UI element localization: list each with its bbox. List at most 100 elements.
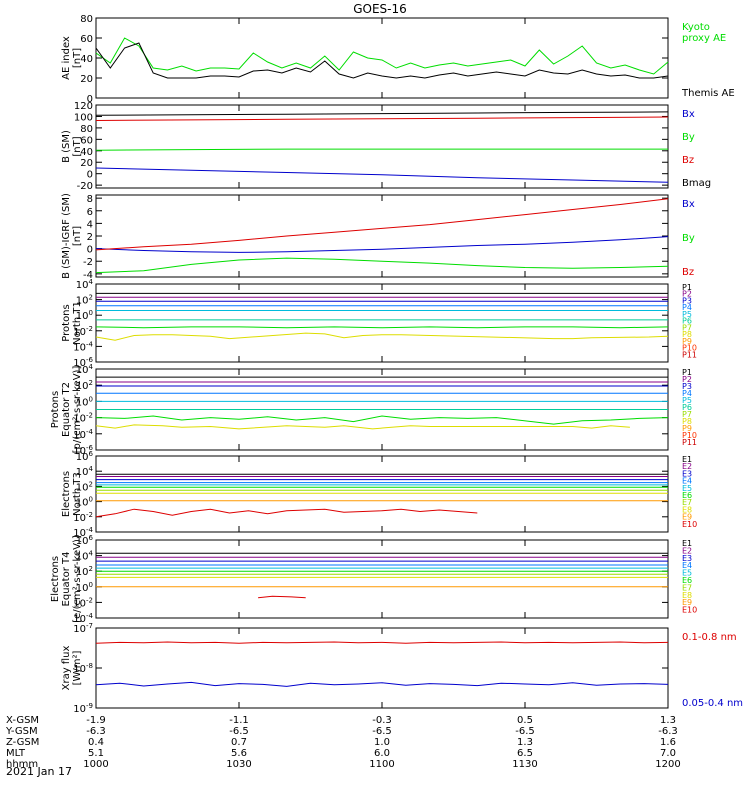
y-tick-label: 0 — [87, 170, 93, 181]
y-tick-label: 0 — [87, 245, 93, 256]
legend-entry: E6 — [682, 576, 692, 585]
orbit-row-label: Z-GSM — [6, 737, 39, 748]
y-tick-label: 60 — [80, 34, 93, 45]
plot-frame — [95, 455, 669, 533]
legend-entry: P11 — [682, 350, 697, 359]
y-axis-label: ElectronsEquator T4[e/(cm²-s-sr-keV)] — [50, 535, 83, 623]
legend-entry: Kyoto proxy AE — [682, 22, 726, 44]
orbit-row-value: 6.5 — [517, 748, 533, 759]
y-axis-label: Xray flux[W/m²] — [61, 646, 83, 691]
orbit-row-value: 1.0 — [374, 737, 390, 748]
series-line — [95, 37, 669, 75]
orbit-row-value: 1100 — [369, 759, 394, 770]
orbit-row-label: MLT — [6, 748, 26, 759]
legend-entry: P2 — [682, 375, 692, 384]
legend-entry: P8 — [682, 330, 692, 339]
y-tick-label: 104 — [76, 278, 94, 291]
y-tick-label: 20 — [80, 158, 93, 169]
orbit-row-value: 1030 — [226, 759, 251, 770]
legend-entry: P1 — [682, 283, 692, 292]
series-line — [95, 415, 669, 425]
legend-entry: P4 — [682, 303, 692, 312]
legend-entry: P3 — [682, 296, 692, 305]
panel-1: 0 20 40 60 80 AE index[nT] Kyoto proxy AE Themis… — [61, 14, 735, 105]
y-tick-label: -2 — [83, 257, 93, 268]
orbit-row-value: 5.6 — [231, 748, 247, 759]
series-line — [95, 508, 478, 518]
legend-entry: E4 — [682, 477, 692, 486]
series-line — [95, 111, 669, 116]
orbit-row-value: 1200 — [655, 759, 680, 770]
orbit-row-value: 5.1 — [88, 748, 104, 759]
legend-entry: Themis AE — [681, 88, 735, 99]
legend-entry: E6 — [682, 491, 692, 500]
orbit-row-value: 7.0 — [660, 748, 676, 759]
legend-entry: P4 — [682, 389, 692, 398]
orbit-row-value: -6.3 — [86, 726, 106, 737]
plot-frame — [95, 17, 669, 99]
legend-entry: 0.1-0.8 nm — [682, 632, 737, 643]
legend-entry: By — [682, 233, 695, 244]
orbit-row-value: 1.6 — [660, 737, 676, 748]
y-axis-label: B (SM)[nT] — [61, 130, 83, 163]
legend-entry: E9 — [682, 598, 692, 607]
legend-entry: E8 — [682, 591, 692, 600]
legend-entry: Bz — [682, 155, 694, 166]
y-axis-label: ElectronsNorth T3 — [61, 471, 83, 517]
orbit-row-value: 0.7 — [231, 737, 247, 748]
orbit-row-value: -0.3 — [372, 715, 392, 726]
legend-entry: Bx — [682, 109, 695, 120]
orbit-row-value: 0.4 — [88, 737, 104, 748]
y-tick-label: -4 — [83, 270, 93, 281]
orbit-row-value: 1000 — [83, 759, 108, 770]
legend-entry: 0.05-0.4 nm — [682, 698, 743, 709]
y-tick-label: 80 — [80, 124, 93, 135]
y-tick-label: 20 — [80, 74, 93, 85]
series-line — [95, 681, 669, 687]
orbit-row-value: 0.5 — [517, 715, 533, 726]
y-tick-label: 8 — [87, 194, 93, 205]
y-tick-label: 40 — [80, 147, 93, 158]
legend-entry: Bz — [682, 267, 694, 278]
legend-entry: E8 — [682, 505, 692, 514]
y-axis-label: B (SM)-IGRF (SM)[nT] — [61, 193, 83, 279]
legend-entry: E3 — [682, 469, 692, 478]
y-tick-label: 120 — [74, 101, 93, 112]
series-line — [95, 257, 669, 274]
legend-entry: E5 — [682, 484, 692, 493]
orbit-row-label: Y-GSM — [5, 726, 38, 737]
legend-entry: P6 — [682, 403, 692, 412]
series-line — [95, 198, 669, 251]
legend-entry: E1 — [682, 539, 692, 548]
legend-entry: E3 — [682, 554, 692, 563]
legend-entry: E10 — [682, 606, 697, 615]
orbit-row-value: -1.1 — [229, 715, 249, 726]
legend-entry: P3 — [682, 382, 692, 391]
orbit-row-value: -6.5 — [515, 726, 535, 737]
y-axis-label: ProtonsNorth T1 — [61, 301, 83, 345]
y-tick-label: 80 — [80, 14, 93, 25]
plot-frame — [95, 283, 669, 363]
y-tick-label: 106 — [76, 450, 94, 463]
y-tick-label: 100 — [74, 112, 93, 123]
legend-entry: P2 — [682, 290, 692, 299]
series-line — [95, 116, 669, 121]
legend-entry: P5 — [682, 396, 692, 405]
date-label: 2021 Jan 17 — [6, 765, 72, 778]
orbit-row-value: 1130 — [512, 759, 537, 770]
legend-entry: E2 — [682, 462, 692, 471]
series-line — [95, 332, 669, 341]
series-line — [95, 167, 669, 183]
legend-entry: P7 — [682, 410, 692, 419]
y-tick-label: 60 — [80, 135, 93, 146]
orbit-row-value: -6.3 — [658, 726, 678, 737]
orbit-row-value: -6.5 — [229, 726, 249, 737]
series-line — [95, 424, 630, 430]
orbit-row-value: 6.0 — [374, 748, 390, 759]
